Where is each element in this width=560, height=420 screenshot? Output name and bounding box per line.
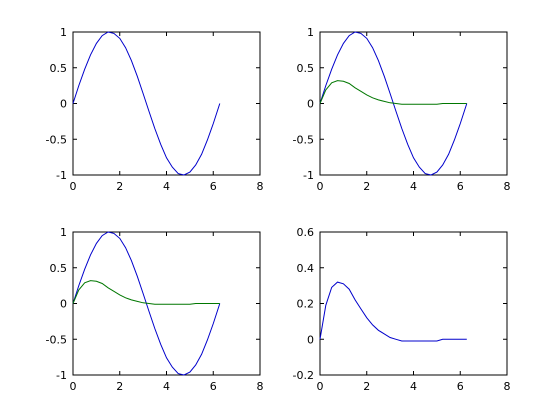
x-tick-label: 8 [504, 380, 511, 393]
subplot-3: 0 2 4 6 8 -1 -0.5 0 0.5 1 [46, 226, 264, 393]
x-tick-label: 6 [210, 380, 217, 393]
x-tick-label: 6 [457, 380, 464, 393]
x-tick-label: 0 [317, 380, 324, 393]
axes-frame [72, 231, 261, 376]
y-tick-label: 0.6 [297, 226, 315, 239]
subplot-2: 0 2 4 6 8 -1 -0.5 0 0.5 1 [293, 26, 511, 193]
x-tick-label: 2 [363, 380, 370, 393]
x-tick-label: 2 [363, 180, 370, 193]
x-tick-label: 6 [457, 180, 464, 193]
y-tick-label: -0.2 [293, 369, 314, 382]
y-tick-label: 0.4 [297, 262, 315, 275]
x-tick-label: 4 [163, 180, 170, 193]
y-tick-label: -0.5 [46, 133, 67, 146]
x-tick-label: 8 [257, 380, 264, 393]
series-line-1 [72, 31, 221, 176]
series-line-1 [319, 281, 467, 342]
y-tick-label: 1 [60, 26, 67, 39]
x-tick-label: 4 [410, 380, 417, 393]
y-tick-label: -0.5 [46, 333, 67, 346]
series-line-2 [319, 80, 467, 105]
x-tick-label: 4 [163, 380, 170, 393]
y-tick-label: 0 [60, 298, 67, 311]
y-tick-label: 1 [307, 26, 314, 39]
y-tick-label: 0.5 [50, 62, 68, 75]
y-tick-label: 0.5 [50, 262, 68, 275]
series-line-2 [72, 280, 220, 305]
x-tick-label: 2 [116, 380, 123, 393]
x-tick-label: 4 [410, 180, 417, 193]
axes-frame [72, 31, 261, 176]
series-line-1 [72, 231, 221, 376]
y-tick-label: 0 [307, 333, 314, 346]
series-line-1 [319, 31, 468, 176]
axes-frame [319, 31, 508, 176]
y-tick-label: -1 [303, 169, 314, 182]
y-tick-label: 0.5 [297, 62, 315, 75]
y-tick-label: -1 [56, 369, 67, 382]
y-tick-label: 0.2 [297, 298, 315, 311]
y-tick-label: 1 [60, 226, 67, 239]
axes-frame [319, 231, 508, 376]
y-tick-label: 0 [307, 98, 314, 111]
x-tick-label: 6 [210, 180, 217, 193]
subplot-4: 0 2 4 6 8-0.200.20.40.6 [293, 226, 511, 393]
x-tick-label: 8 [504, 180, 511, 193]
x-tick-label: 2 [116, 180, 123, 193]
y-tick-label: -0.5 [293, 133, 314, 146]
x-tick-label: 0 [70, 380, 77, 393]
x-tick-label: 8 [257, 180, 264, 193]
x-tick-label: 0 [70, 180, 77, 193]
y-tick-label: 0 [60, 98, 67, 111]
subplot-1: 0 2 4 6 8 -1 -0.5 0 0.5 1 [46, 26, 264, 193]
y-tick-label: -1 [56, 169, 67, 182]
x-tick-label: 0 [317, 180, 324, 193]
